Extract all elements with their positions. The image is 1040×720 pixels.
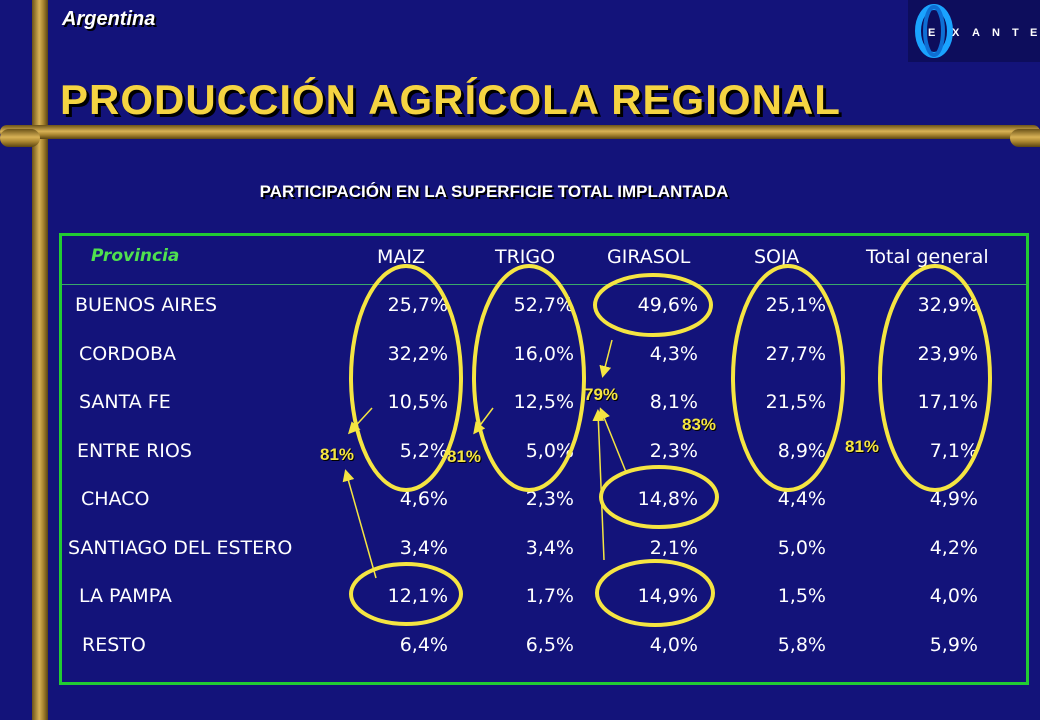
row-provincia-cell: SANTIAGO DEL ESTERO <box>68 536 293 559</box>
cell-total: 4,2% <box>929 536 978 559</box>
data-table-frame <box>59 233 1029 685</box>
cell-soja: 25,1% <box>765 294 826 316</box>
cell-total: 17,1% <box>917 391 978 413</box>
cell-trigo: 5,0% <box>525 439 574 462</box>
col-header-girasol: GIRASOL <box>607 246 691 268</box>
row-provincia-cell: RESTO <box>82 633 146 656</box>
cell-maiz: 10,5% <box>387 391 448 413</box>
row-provincia-cell: CORDOBA <box>79 342 177 365</box>
cell-girasol: 14,9% <box>637 585 698 607</box>
row-provincia-cell: CHACO <box>81 488 150 510</box>
cell-maiz: 6,4% <box>399 633 448 656</box>
trigo-share-annotation: 81% <box>447 447 482 466</box>
svg-text:N: N <box>992 27 1000 39</box>
col-header-soja: SOJA <box>754 246 800 268</box>
row-provincia-cell: ENTRE RIOS <box>77 439 192 462</box>
cell-maiz: 3,4% <box>399 536 448 559</box>
cell-girasol: 8,1% <box>649 391 698 413</box>
page-title-text: PRODUCCIÓN AGRÍCOLA REGIONAL <box>60 76 841 123</box>
cell-soja: 5,8% <box>777 633 826 656</box>
col-header-trigo: TRIGO <box>495 246 556 268</box>
gold-bar-cap-right <box>1010 129 1040 147</box>
svg-text:T: T <box>1012 27 1019 39</box>
row-provincia-cell: SANTA FE <box>79 391 171 413</box>
cell-girasol: 4,0% <box>649 633 698 656</box>
gold-vertical-bar <box>32 0 48 720</box>
cell-soja: 21,5% <box>765 391 826 413</box>
cell-trigo: 6,5% <box>525 633 574 656</box>
country-label: Argentina <box>62 8 156 30</box>
svg-text:A: A <box>972 27 980 39</box>
cell-girasol: 2,3% <box>649 439 698 462</box>
cell-trigo: 12,5% <box>513 391 574 413</box>
cell-trigo: 16,0% <box>513 342 574 365</box>
col-header-total: Total general <box>866 246 989 268</box>
total-share-annotation: 81% <box>845 437 880 456</box>
cell-soja: 5,0% <box>777 536 826 559</box>
cell-trigo: 1,7% <box>525 585 574 607</box>
cell-maiz: 25,7% <box>387 294 448 316</box>
cell-maiz: 12,1% <box>387 585 448 607</box>
cell-soja: 4,4% <box>777 488 826 510</box>
cell-girasol: 2,1% <box>649 536 698 559</box>
svg-text:E: E <box>928 27 935 39</box>
col-header-maiz: MAIZ <box>377 246 426 268</box>
cell-total: 32,9% <box>917 294 978 316</box>
cell-maiz: 32,2% <box>387 342 448 365</box>
cell-soja: 1,5% <box>777 585 826 607</box>
cell-trigo: 2,3% <box>525 488 574 510</box>
cell-girasol: 4,3% <box>649 342 698 365</box>
cell-total: 5,9% <box>929 633 978 656</box>
page-title: PRODUCCIÓN AGRÍCOLA REGIONAL <box>60 76 841 124</box>
cell-maiz: 4,6% <box>399 488 448 510</box>
subtitle: PARTICIPACIÓN EN LA SUPERFICIE TOTAL IMP… <box>0 182 1040 202</box>
gold-horizontal-bar <box>0 125 1040 139</box>
row-provincia-cell: LA PAMPA <box>79 585 172 607</box>
col-header-provincia: Provincia <box>91 246 180 266</box>
subtitle-text: PARTICIPACIÓN EN LA SUPERFICIE TOTAL IMP… <box>259 182 729 201</box>
svg-text:E: E <box>1030 27 1037 39</box>
cell-total: 23,9% <box>917 342 978 365</box>
soja-share-annotation: 83% <box>682 415 717 434</box>
gold-bar-cap-left <box>0 129 40 147</box>
exante-logo: E X A N T E <box>908 0 1040 62</box>
cell-trigo: 3,4% <box>525 536 574 559</box>
maiz-share-annotation: 81% <box>320 445 355 464</box>
cell-girasol: 14,8% <box>637 488 698 510</box>
row-provincia-cell: BUENOS AIRES <box>75 294 218 316</box>
cell-soja: 27,7% <box>765 342 826 365</box>
cell-total: 4,0% <box>929 585 978 607</box>
cell-soja: 8,9% <box>777 439 826 462</box>
cell-trigo: 52,7% <box>513 294 574 316</box>
cell-maiz: 5,2% <box>399 439 448 462</box>
table-header-divider <box>62 284 1027 285</box>
svg-text:X: X <box>952 27 960 39</box>
cell-girasol: 49,6% <box>637 294 698 316</box>
cell-total: 7,1% <box>929 439 978 462</box>
girasol-share-annotation: 79% <box>584 385 619 404</box>
cell-total: 4,9% <box>929 488 978 510</box>
